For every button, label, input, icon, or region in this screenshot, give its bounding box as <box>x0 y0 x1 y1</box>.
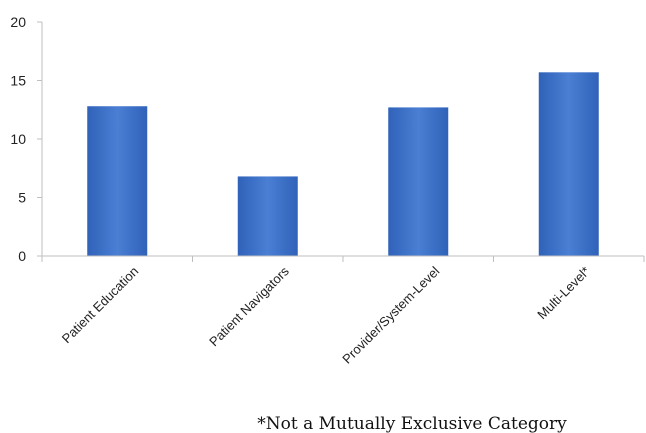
bar <box>388 107 449 256</box>
y-tick-label: 10 <box>10 131 26 147</box>
x-tick-label: Patient Navigators <box>206 263 292 349</box>
x-axis: Patient Education Patient Navigators Provi… <box>41 255 645 367</box>
bar <box>237 176 298 256</box>
footnote: *Not a Mutually Exclusive Category <box>257 414 567 433</box>
y-tick-label: 15 <box>10 73 26 89</box>
bar <box>538 72 599 256</box>
y-tick-label: 20 <box>10 14 26 30</box>
x-tick-label: Multi-Level* <box>534 264 593 323</box>
bars <box>87 72 599 257</box>
y-tick-label: 0 <box>18 248 26 264</box>
y-tick-label: 5 <box>18 190 26 206</box>
x-tick-label: Provider/System-Level <box>339 263 442 366</box>
y-axis: 0 5 10 15 20 <box>10 14 43 264</box>
x-tick-label: Patient Education <box>59 264 142 347</box>
bar <box>87 106 148 257</box>
